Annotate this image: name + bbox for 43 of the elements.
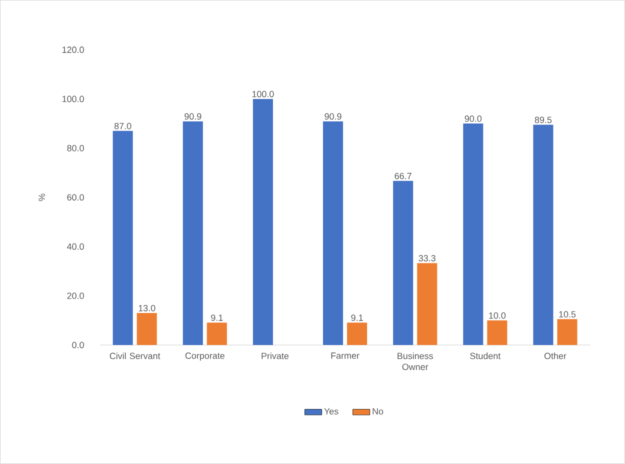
bar <box>463 124 484 346</box>
x-tick-label: Private <box>262 352 289 360</box>
bar <box>112 131 133 346</box>
data-label: 13.0 <box>138 305 156 312</box>
y-tick-label: 20.0 <box>67 292 84 300</box>
y-tick-label: 40.0 <box>67 243 84 250</box>
x-tick-label: Other <box>544 352 566 360</box>
x-tick-label: Civil Servant <box>110 352 160 360</box>
y-tick-label: 0.0 <box>72 342 84 348</box>
bar <box>252 99 273 346</box>
data-label: 90.9 <box>184 113 202 120</box>
x-tick-label: Student <box>470 352 501 360</box>
bar <box>206 322 227 346</box>
data-label: 10.0 <box>489 312 506 319</box>
x-tick-label: Business Owner <box>398 352 433 370</box>
y-tick-label: 120.0 <box>62 46 84 53</box>
bar <box>417 263 438 346</box>
data-label: 90.9 <box>324 113 342 120</box>
bar <box>347 322 368 346</box>
y-tick-label: 60.0 <box>67 194 84 201</box>
data-label: 87.0 <box>114 122 132 130</box>
bar <box>393 180 414 346</box>
legend-label: No <box>372 408 384 415</box>
data-label: 66.7 <box>394 172 412 180</box>
data-label: 9.1 <box>351 314 363 322</box>
x-tick-label: Farmer <box>331 352 360 359</box>
bar <box>533 124 554 346</box>
data-label: 9.1 <box>211 314 223 322</box>
bar <box>487 320 508 346</box>
bar <box>182 121 203 346</box>
x-tick-label: Corporate <box>185 352 224 361</box>
bar <box>136 313 157 346</box>
data-label: 10.5 <box>559 311 576 318</box>
data-label: 100.0 <box>252 90 274 98</box>
bar <box>323 121 344 346</box>
y-axis-title: % <box>38 194 45 202</box>
data-label: 33.3 <box>418 255 436 262</box>
y-tick-label: 100.0 <box>62 96 84 102</box>
y-tick-label: 80.0 <box>67 145 84 152</box>
data-label: 89.5 <box>534 116 552 124</box>
legend-label: Yes <box>324 408 338 415</box>
data-label: 90.0 <box>464 116 482 122</box>
bar <box>557 319 578 346</box>
